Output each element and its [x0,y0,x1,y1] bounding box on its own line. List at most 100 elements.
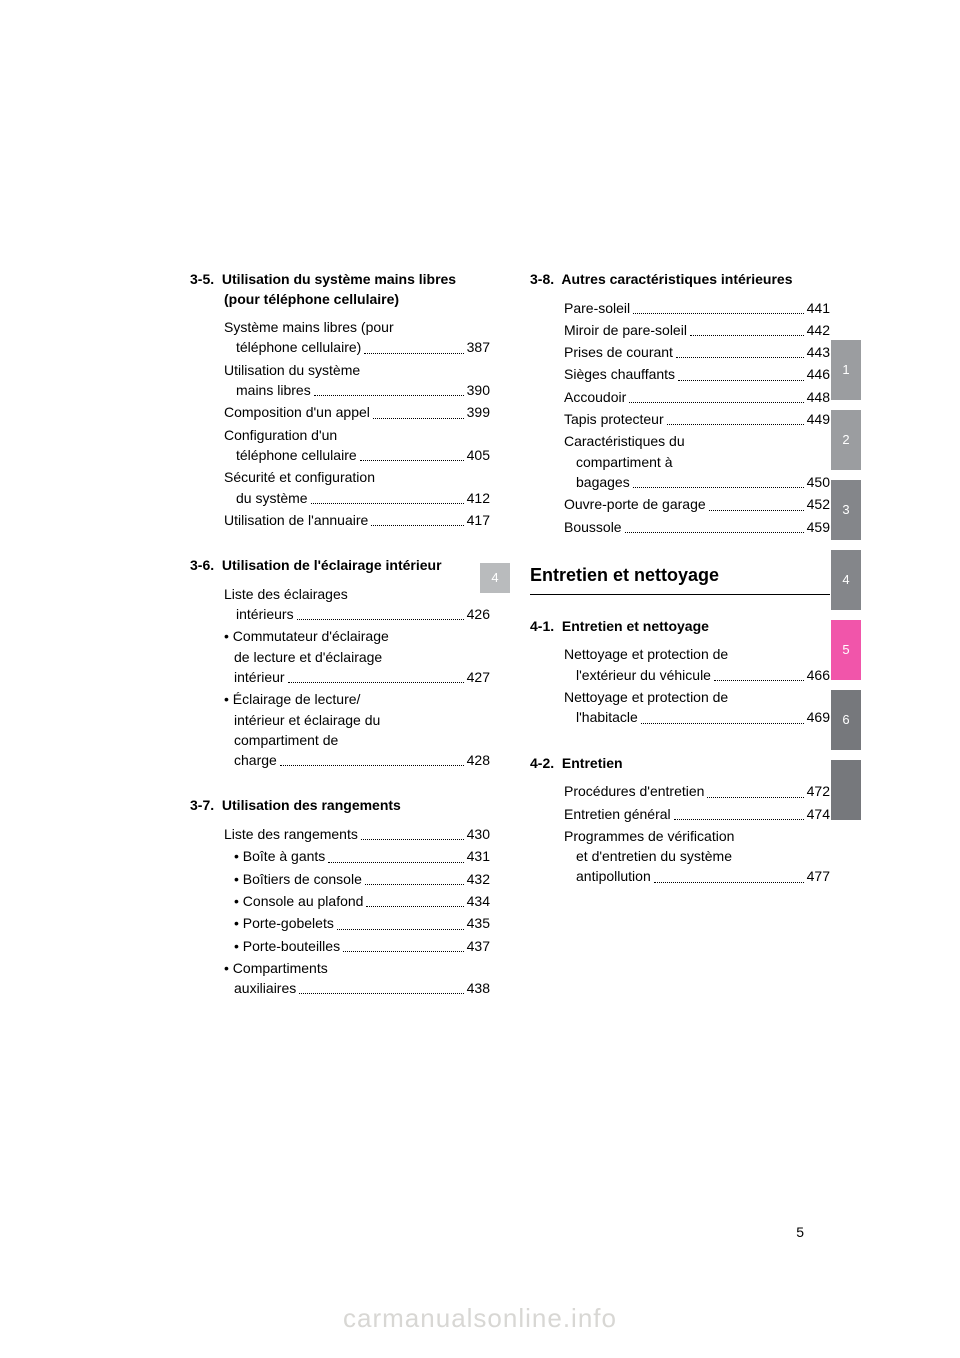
entry-page: 442 [807,320,830,340]
entry-text: intérieurs [224,604,294,624]
section-3-7: 3-7. Utilisation des rangements Liste de… [190,796,490,998]
leader-dots [280,765,464,766]
leader-dots [678,380,804,381]
entry-page: 448 [807,387,830,407]
watermark: carmanualsonline.info [0,1303,960,1334]
toc-entry: Sécurité et configuration du système 412 [190,467,490,508]
leader-dots [365,884,464,885]
entry-text: compartiment à [564,452,830,472]
entry-text: intérieur et éclairage du [224,710,490,730]
entry-text: Système mains libres (pour [224,317,490,337]
section-heading: 3-7. Utilisation des rangements [190,796,490,816]
toc-entry: Tapis protecteur449 [530,409,830,429]
right-column: 3-8. Autres caractéristiques intérieures… [530,270,830,1024]
entry-text: et d'entretien du système [564,846,830,866]
leader-dots [299,993,463,994]
heading-number: 4-1. [530,618,554,634]
side-tab-3: 3 [831,480,861,540]
chapter-rule [530,594,830,595]
chapter-title: Entretien et nettoyage [530,563,830,592]
leader-dots [690,335,804,336]
entry-page: 434 [467,891,490,911]
page-number: 5 [796,1224,804,1240]
toc-entry: Utilisation du système mains libres 390 [190,360,490,401]
section-heading: 3-5. Utilisation du système mains libres… [190,270,490,309]
toc-entry: Liste des éclairages intérieurs 426 [190,584,490,625]
entry-text: Miroir de pare-soleil [564,320,687,340]
toc-entry: Entretien général474 [530,804,830,824]
entry-text: • Boîtiers de console [234,869,362,889]
toc-entry: Configuration d'un téléphone cellulaire … [190,425,490,466]
entry-text: Sièges chauffants [564,364,675,384]
leader-dots [343,951,464,952]
entry-text: charge [234,750,277,770]
entry-page: 405 [467,445,490,465]
leader-dots [707,797,803,798]
leader-dots [288,682,464,683]
entry-text: auxiliaires [234,978,296,998]
entry-text: Sécurité et configuration [224,467,490,487]
entry-text: Liste des rangements [224,824,358,844]
leader-dots [337,929,464,930]
leader-dots [709,510,804,511]
entry-text: Utilisation de l'annuaire [224,510,368,530]
entry-text: Caractéristiques du [564,431,830,451]
entry-text: Accoudoir [564,387,626,407]
entry-text: Nettoyage et protection de [564,644,830,664]
toc-entry-bullet: • Porte-bouteilles437 [190,936,490,956]
toc-entry: Liste des rangements 430 [190,824,490,844]
entry-page: 390 [467,380,490,400]
entry-text: l'extérieur du véhicule [564,665,711,685]
content-columns: 3-5. Utilisation du système mains libres… [190,270,830,1024]
entry-page: 472 [807,781,830,801]
leader-dots [629,402,803,403]
entry-page: 437 [467,936,490,956]
section-3-6: 3-6. Utilisation de l'éclairage intérieu… [190,556,490,770]
entry-text: Nettoyage et protection de [564,687,830,707]
entry-page: 431 [467,846,490,866]
section-4-2: 4-2. Entretien Procédures d'entretien472… [530,754,830,887]
toc-entry-bullet: Commutateur d'éclairage de lecture et d'… [190,626,490,687]
entry-page: 430 [467,824,490,844]
toc-entry-bullet: Compartiments auxiliaires 438 [190,958,490,999]
leader-dots [676,357,804,358]
entry-page: 426 [467,604,490,624]
heading-text: Entretien et nettoyage [562,618,709,634]
leader-dots [366,906,463,907]
entry-text: Configuration d'un [224,425,490,445]
page: 3-5. Utilisation du système mains libres… [0,0,960,1358]
entry-text: Ouvre-porte de garage [564,494,706,514]
section-3-5: 3-5. Utilisation du système mains libres… [190,270,490,530]
toc-entry: Programmes de vérification et d'entretie… [530,826,830,887]
leader-dots [714,680,804,681]
heading-number: 3-8. [530,271,554,287]
entry-text: Pare-soleil [564,298,630,318]
side-tab-1: 1 [831,340,861,400]
entry-page: 399 [467,402,490,422]
entry-text: Tapis protecteur [564,409,664,429]
chapter-band: 4 Entretien et nettoyage [520,563,830,595]
toc-entry: Ouvre-porte de garage 452 [530,494,830,514]
entry-page: 435 [467,913,490,933]
entry-text: Composition d'un appel [224,402,370,422]
entry-text: Utilisation du système [224,360,490,380]
toc-entry-bullet: Éclairage de lecture/ intérieur et éclai… [190,689,490,770]
heading-number: 4-2. [530,755,554,771]
leader-dots [674,819,804,820]
leader-dots [328,862,463,863]
entry-page: 446 [807,364,830,384]
side-tab-blank [831,760,861,820]
entry-text: Entretien général [564,804,671,824]
entry-text: • Boîte à gants [234,846,325,866]
entry-text: intérieur [234,667,285,687]
entry-text: téléphone cellulaire) [224,337,361,357]
entry-page: 443 [807,342,830,362]
leader-dots [360,460,464,461]
entry-page: 452 [807,494,830,514]
entry-text: l'habitacle [564,707,638,727]
toc-entry: Procédures d'entretien472 [530,781,830,801]
entry-text: mains libres [224,380,311,400]
leader-dots [625,532,804,533]
chapter-tab: 4 [480,563,510,593]
leader-dots [311,503,464,504]
